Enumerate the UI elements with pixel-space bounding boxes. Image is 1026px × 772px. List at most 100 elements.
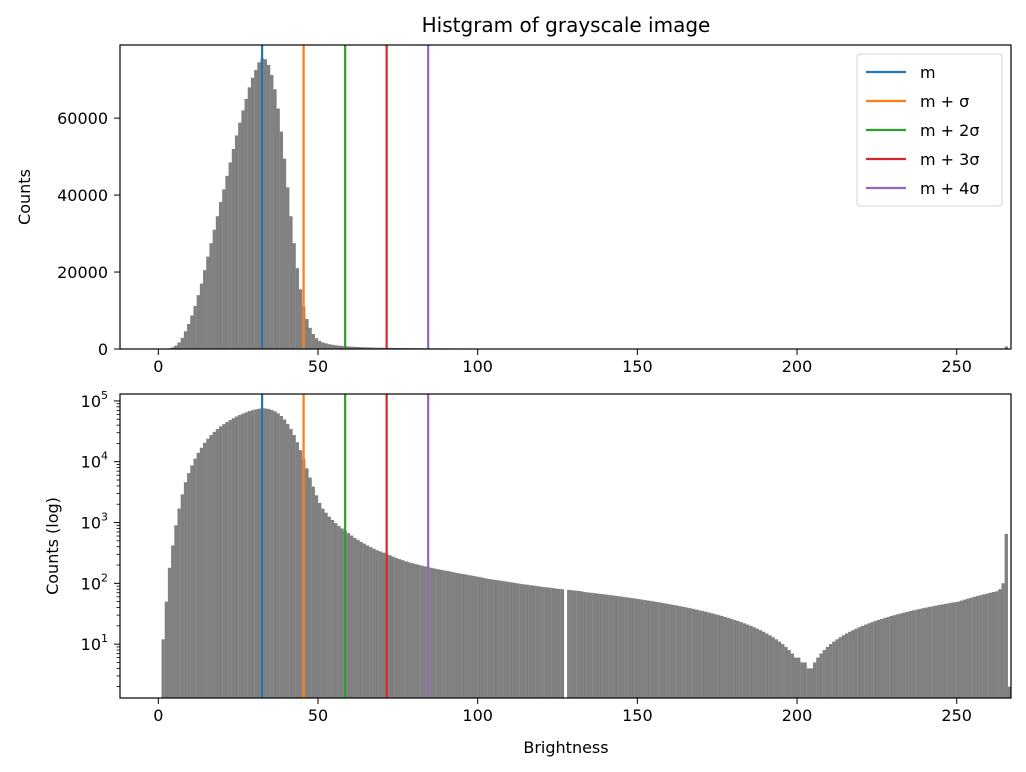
histogram-bar [672, 605, 676, 698]
histogram-bar [583, 592, 587, 698]
histogram-bar [972, 596, 977, 698]
histogram-bar [573, 590, 577, 698]
histogram-bar [314, 495, 319, 698]
log-plot-frame [119, 393, 1012, 699]
histogram-bar [595, 593, 600, 698]
histogram-bar [273, 89, 277, 349]
histogram-bar [298, 289, 303, 349]
histogram-bar [330, 520, 335, 698]
histogram-bar [298, 450, 303, 698]
histogram-bar [471, 575, 475, 698]
linear-plot-frame [119, 44, 1012, 350]
histogram-bar [337, 525, 341, 698]
log-x-ticks: 0 50 100 150 200 250 [153, 698, 972, 725]
histogram-bar [356, 346, 360, 349]
histogram-bar [356, 539, 360, 698]
histogram-bar [592, 593, 596, 698]
x-tick-label: 100 [462, 357, 493, 376]
histogram-bar [212, 431, 216, 698]
histogram-bar [656, 602, 660, 698]
histogram-bar [250, 410, 255, 698]
histogram-bar [378, 347, 383, 349]
histogram-bar [784, 646, 788, 698]
histogram-bar [851, 630, 855, 698]
histogram-bar [698, 610, 702, 698]
histogram-bar [947, 603, 951, 698]
x-tick-label: 100 [462, 706, 493, 725]
histogram-bar [726, 617, 731, 698]
histogram-bar [931, 606, 935, 698]
histogram-bar [516, 583, 520, 698]
histogram-bar [567, 589, 571, 698]
histogram-bar [282, 158, 287, 349]
histogram-bar [688, 608, 692, 698]
histogram-bar [279, 416, 284, 698]
x-tick-label: 200 [782, 357, 813, 376]
histogram-bar [183, 331, 188, 349]
histogram-bar [739, 622, 743, 698]
linear-x-ticks: 0 50 100 150 200 250 [153, 349, 972, 376]
histogram-bar [867, 623, 871, 698]
histogram-bar [222, 189, 226, 349]
histogram-bar [723, 616, 727, 698]
histogram-bar [650, 601, 654, 698]
histogram-bar [576, 590, 581, 698]
histogram-bar [461, 574, 466, 698]
histogram-bar [927, 606, 932, 698]
histogram-bar [353, 346, 357, 349]
histogram-bar [180, 494, 185, 698]
histogram-bar [560, 589, 565, 698]
histogram-bar [509, 582, 513, 698]
histogram-bar [340, 528, 344, 698]
histogram-bar [988, 592, 992, 698]
histogram-bar [180, 337, 185, 349]
histogram-bar [535, 586, 539, 698]
histogram-bar [212, 229, 216, 349]
histogram-bar [662, 603, 667, 698]
histogram-bar [579, 591, 584, 698]
histogram-bar [375, 347, 379, 349]
histogram-bar [247, 87, 252, 350]
x-tick-label: 200 [782, 706, 813, 725]
histogram-bar [241, 413, 245, 698]
histogram-bar [359, 541, 363, 698]
histogram-bar [538, 586, 542, 698]
histogram-bar [206, 256, 210, 349]
histogram-bar [477, 577, 482, 698]
y-tick-label: 60000 [57, 109, 108, 128]
histogram-bar [369, 547, 373, 698]
histogram-bar [321, 342, 325, 349]
histogram-bar [215, 429, 220, 698]
histogram-bar [940, 604, 945, 698]
linear-histogram-panel: Histgram of grayscale image 0 50 100 150 200… [15, 13, 1012, 376]
legend: m m + σ m + 2σ m + 3σ m + 4σ [856, 53, 1003, 207]
histogram-bar [247, 411, 252, 698]
histogram-bar [324, 512, 328, 698]
histogram-bar [464, 574, 469, 698]
histogram-bar [311, 486, 315, 698]
histogram-bar [586, 592, 590, 698]
histogram-bar [215, 216, 220, 349]
histogram-bar [171, 347, 175, 349]
histogram-bar [238, 122, 242, 349]
histogram-bar [682, 606, 686, 698]
histogram-bar [720, 616, 724, 698]
histogram-bar [327, 344, 331, 349]
x-tick-label: 250 [941, 357, 972, 376]
histogram-bar [809, 668, 814, 698]
histogram-bar [1001, 583, 1005, 698]
histogram-bar [333, 523, 338, 698]
histogram-bar [570, 590, 574, 698]
histogram-bar [627, 597, 632, 698]
histogram-bar [231, 418, 236, 698]
histogram-bar [292, 435, 296, 698]
histogram-bar [394, 557, 398, 698]
histogram-bar [605, 594, 609, 698]
histogram-bar [187, 473, 191, 698]
histogram-bar [308, 327, 312, 349]
histogram-bar [196, 452, 200, 698]
legend-entry-m-plus-2sigma: m + 2σ [866, 121, 979, 140]
legend-label: m + 3σ [920, 150, 979, 169]
histogram-bar [340, 345, 344, 349]
histogram-bar [279, 131, 284, 349]
